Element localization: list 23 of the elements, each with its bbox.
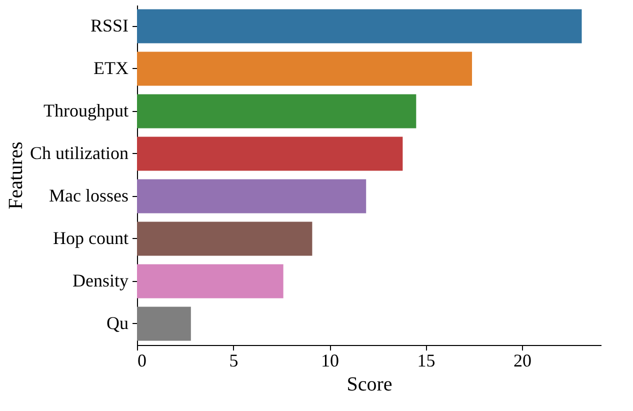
bar (137, 136, 403, 171)
x-tick-label: 15 (417, 350, 436, 370)
bar (137, 264, 284, 298)
bar (137, 179, 366, 214)
y-tick-label: Qu (106, 312, 128, 333)
bar (137, 52, 472, 86)
y-axis-title: Features (5, 141, 28, 210)
x-tick-label: 10 (321, 350, 340, 370)
y-tick-label: Density (72, 270, 128, 290)
x-tick-label: 5 (229, 350, 238, 370)
y-tick-label: ETX (94, 58, 128, 78)
bar (137, 9, 582, 44)
y-tick-label: Throughput (44, 100, 128, 120)
bar (137, 222, 312, 256)
y-tick-label: Mac losses (49, 185, 128, 206)
y-tick-label: RSSI (90, 15, 128, 36)
x-tick-label: 0 (138, 350, 146, 370)
y-tick-label: Hop count (53, 228, 128, 248)
bar (137, 306, 191, 341)
x-axis-title: Score (346, 374, 392, 396)
y-tick-label: Ch utilization (30, 142, 128, 163)
bar (137, 94, 416, 128)
x-tick-label: 20 (514, 350, 532, 370)
